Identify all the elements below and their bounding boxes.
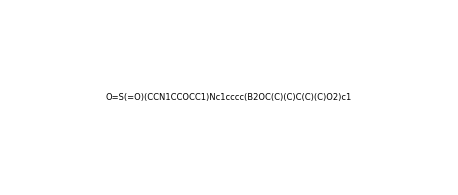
Text: O=S(=O)(CCN1CCOCC1)Nc1cccc(B2OC(C)(C)C(C)(C)O2)c1: O=S(=O)(CCN1CCOCC1)Nc1cccc(B2OC(C)(C)C(C… — [106, 93, 352, 102]
